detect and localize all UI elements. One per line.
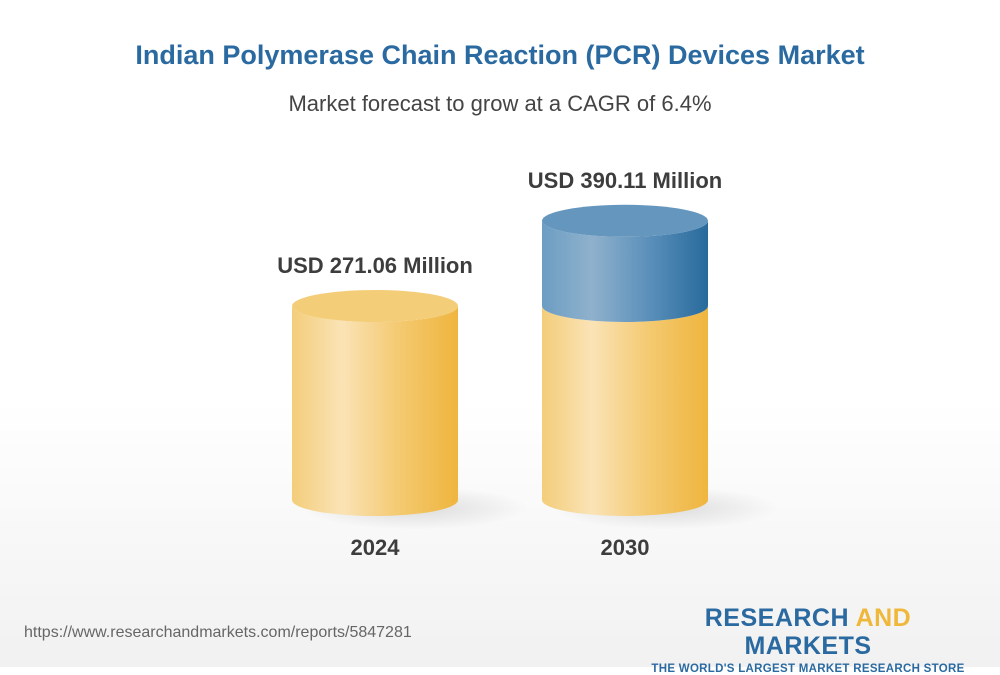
data-label: USD 271.06 Million bbox=[277, 253, 473, 278]
category-label: 2024 bbox=[351, 535, 401, 560]
chart-subtitle: Market forecast to grow at a CAGR of 6.4… bbox=[288, 91, 712, 116]
data-label: USD 390.11 Million bbox=[528, 168, 722, 193]
bar-2030-base bbox=[542, 306, 708, 516]
chart-title: Indian Polymerase Chain Reaction (PCR) D… bbox=[135, 40, 865, 70]
bar-top-2030 bbox=[542, 204, 708, 237]
bar-2030-growth bbox=[542, 220, 708, 322]
bar-top-2024 bbox=[292, 290, 458, 322]
category-label: 2030 bbox=[601, 535, 650, 560]
logo-text-3: MARKETS bbox=[744, 632, 872, 660]
logo-text-1: RESEARCH bbox=[704, 604, 856, 632]
source-url[interactable]: https://www.researchandmarkets.com/repor… bbox=[24, 624, 412, 641]
research-and-markets-logo: RESEARCH AND MARKETS THE WORLD'S LARGEST… bbox=[640, 604, 976, 675]
logo-tagline: THE WORLD'S LARGEST MARKET RESEARCH STOR… bbox=[651, 663, 965, 675]
bar-2024 bbox=[292, 306, 458, 516]
logo-text-2: AND bbox=[855, 604, 912, 632]
